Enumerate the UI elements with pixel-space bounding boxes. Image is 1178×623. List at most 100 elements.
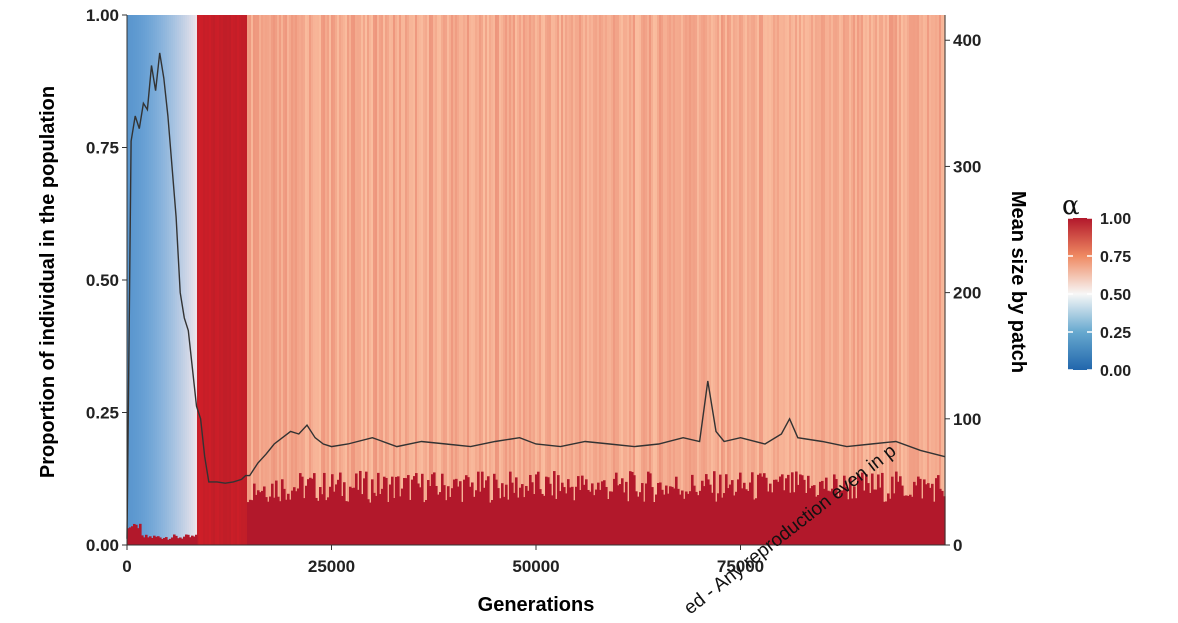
alpha-band-column: [397, 476, 400, 545]
heat-column: [255, 15, 258, 545]
heat-column: [167, 15, 170, 545]
heat-column: [569, 15, 572, 545]
alpha-band-column: [941, 490, 944, 545]
alpha-band-column: [509, 471, 512, 545]
y-left-ticks: 0.00 0.25 0.50 0.75 1.00: [86, 6, 127, 555]
alpha-band-column: [177, 538, 180, 545]
alpha-band-column: [405, 478, 408, 545]
alpha-band-column: [619, 484, 622, 545]
alpha-band-column: [493, 473, 496, 545]
heat-column: [761, 15, 764, 545]
heat-column: [787, 15, 790, 545]
alpha-band-column: [685, 491, 688, 545]
alpha-band-column: [513, 492, 516, 545]
alpha-band-column: [269, 496, 272, 545]
alpha-band-column: [429, 485, 432, 545]
heat-column: [729, 15, 732, 545]
heat-column: [565, 15, 568, 545]
heat-column: [471, 15, 474, 545]
alpha-band-column: [291, 490, 294, 545]
alpha-band-column: [819, 481, 822, 545]
heat-column: [145, 15, 148, 545]
alpha-band-column: [749, 482, 752, 545]
alpha-band-column: [933, 501, 936, 545]
alpha-band-column: [757, 474, 760, 545]
heat-column: [249, 15, 252, 545]
heat-column: [435, 15, 438, 545]
alpha-band-column: [829, 491, 832, 545]
alpha-band-column: [487, 476, 490, 545]
alpha-band-column: [415, 473, 418, 545]
x-tick-label: 50000: [512, 557, 559, 576]
alpha-band-column: [601, 481, 604, 545]
heat-column: [271, 15, 274, 545]
alpha-band-column: [187, 534, 190, 545]
heat-column: [339, 15, 342, 545]
alpha-band-column: [333, 491, 336, 545]
alpha-band-column: [519, 487, 522, 545]
alpha-band-column: [921, 498, 924, 545]
heat-column: [405, 15, 408, 545]
heat-column: [739, 15, 742, 545]
heat-column: [755, 15, 758, 545]
heat-column: [177, 15, 180, 545]
heat-column: [495, 15, 498, 545]
alpha-band-column: [651, 487, 654, 545]
heat-column: [287, 15, 290, 545]
alpha-band-column: [701, 480, 704, 545]
legend-title: α: [1062, 191, 1080, 221]
heat-column: [185, 15, 188, 545]
alpha-band-column: [943, 496, 946, 545]
alpha-band-column: [279, 501, 282, 545]
alpha-band-column: [137, 528, 140, 545]
heat-column: [885, 15, 888, 545]
heat-column: [519, 15, 522, 545]
alpha-band-column: [641, 483, 644, 545]
heat-column: [887, 15, 890, 545]
heat-column: [251, 15, 254, 545]
alpha-band-column: [885, 501, 888, 545]
heat-column: [157, 15, 160, 545]
alpha-band-column: [831, 488, 834, 545]
alpha-band-column: [135, 524, 138, 545]
heat-column: [401, 15, 404, 545]
alpha-band-column: [157, 536, 160, 545]
alpha-band-column: [127, 528, 130, 545]
alpha-band-column: [301, 476, 304, 545]
heat-column: [557, 15, 560, 545]
heat-column: [823, 15, 826, 545]
alpha-band-column: [469, 486, 472, 545]
heat-column: [847, 15, 850, 545]
alpha-band-column: [363, 478, 366, 545]
heat-column: [373, 15, 376, 545]
heat-column: [127, 15, 130, 545]
alpha-band-column: [913, 481, 916, 545]
heat-column: [485, 15, 488, 545]
alpha-band-column: [841, 490, 844, 545]
alpha-band-column: [889, 498, 892, 545]
heat-column: [681, 15, 684, 545]
alpha-band-column: [801, 475, 804, 545]
alpha-band-column: [703, 486, 706, 545]
alpha-band-column: [863, 490, 866, 545]
heat-column: [385, 15, 388, 545]
alpha-band-column: [503, 496, 506, 545]
heat-column: [317, 15, 320, 545]
alpha-band-column: [607, 499, 610, 545]
heat-column: [463, 15, 466, 545]
heat-column: [143, 15, 146, 545]
alpha-band-column: [849, 477, 852, 545]
alpha-band-column: [705, 474, 708, 545]
heat-column: [363, 15, 366, 545]
heat-column: [279, 15, 282, 545]
alpha-band-column: [773, 479, 776, 545]
heat-column: [527, 15, 530, 545]
heat-column: [469, 15, 472, 545]
alpha-band-column: [719, 474, 722, 545]
heat-column: [845, 15, 848, 545]
alpha-band-column: [769, 483, 772, 545]
heat-column: [763, 15, 766, 545]
alpha-band-column: [347, 501, 350, 545]
alpha-band-column: [381, 488, 384, 545]
heat-column: [297, 15, 300, 545]
